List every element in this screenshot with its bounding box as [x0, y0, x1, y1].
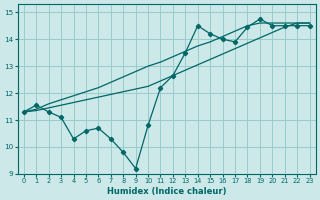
X-axis label: Humidex (Indice chaleur): Humidex (Indice chaleur) — [107, 187, 227, 196]
